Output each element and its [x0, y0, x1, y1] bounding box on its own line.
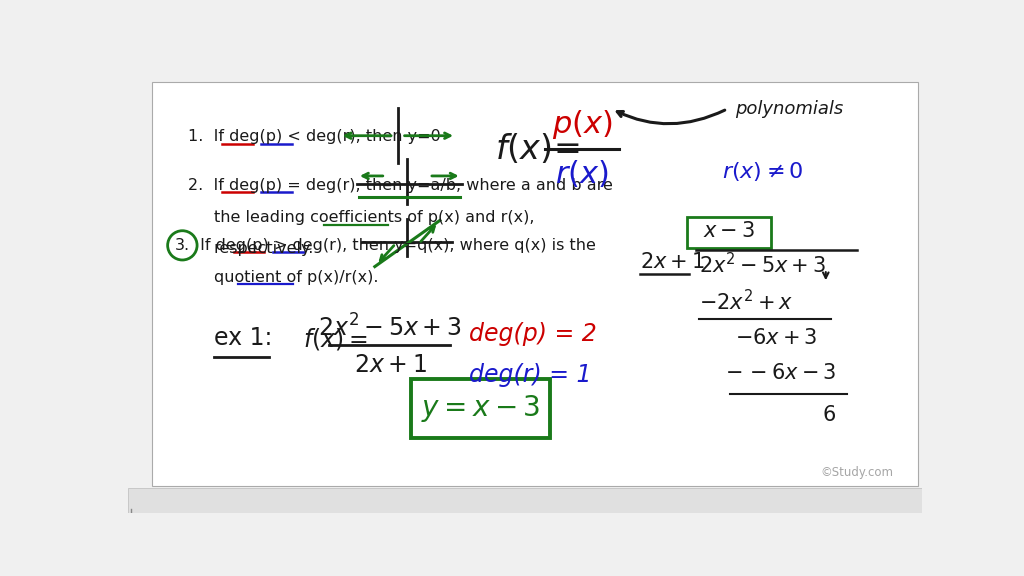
Text: $y = x-3$: $y = x-3$ [421, 393, 540, 424]
Text: $-2x^2+x$: $-2x^2+x$ [699, 289, 794, 314]
FancyBboxPatch shape [687, 217, 771, 248]
Text: $f(x)\!=\!$: $f(x)\!=\!$ [495, 132, 580, 166]
Text: $2x+1$: $2x+1$ [640, 252, 705, 271]
FancyBboxPatch shape [128, 488, 922, 513]
Text: respectively.: respectively. [214, 241, 314, 256]
Text: deg(p) = 2: deg(p) = 2 [469, 322, 597, 346]
Text: the leading coefficients of p(x) and r(x),: the leading coefficients of p(x) and r(x… [214, 210, 535, 225]
Text: 1.  If deg(p) < deg(r), then y=0: 1. If deg(p) < deg(r), then y=0 [187, 129, 440, 144]
Text: $2x+1$: $2x+1$ [353, 353, 426, 377]
Text: $2x^2-5x+3$: $2x^2-5x+3$ [318, 314, 462, 342]
Text: ex 1:: ex 1: [214, 327, 272, 350]
Text: $-\,-6x-3$: $-\,-6x-3$ [725, 363, 837, 383]
Text: 3.: 3. [175, 238, 189, 253]
Text: $2x^2-5x+3$: $2x^2-5x+3$ [699, 252, 826, 276]
Text: $x-3$: $x-3$ [702, 221, 755, 241]
FancyBboxPatch shape [152, 82, 918, 486]
Text: $p(x)$: $p(x)$ [552, 108, 612, 141]
Text: $f(x) =$: $f(x) =$ [303, 327, 368, 353]
Text: $-6x+3$: $-6x+3$ [735, 328, 817, 348]
FancyBboxPatch shape [411, 379, 550, 438]
Text: ©Study.com: ©Study.com [821, 467, 894, 479]
Text: $r(x)$: $r(x)$ [555, 158, 609, 189]
Text: 2.  If deg(p) = deg(r), then y=a/b, where a and b are: 2. If deg(p) = deg(r), then y=a/b, where… [187, 178, 612, 193]
Text: If deg(p) > deg(r), then y=q(x), where q(x) is the: If deg(p) > deg(r), then y=q(x), where q… [196, 238, 596, 253]
Text: deg(r) = 1: deg(r) = 1 [469, 363, 592, 387]
Text: quotient of p(x)/r(x).: quotient of p(x)/r(x). [214, 270, 378, 285]
Text: $6$: $6$ [822, 405, 836, 425]
Text: polynomials: polynomials [735, 100, 843, 118]
Text: $r(x)\neq 0$: $r(x)\neq 0$ [722, 160, 804, 183]
